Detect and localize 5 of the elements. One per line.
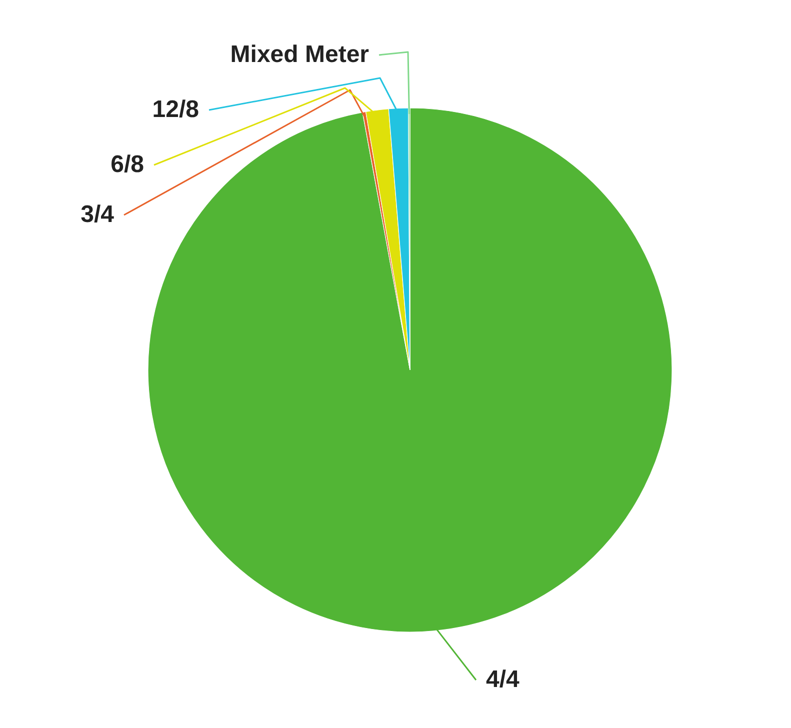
slice-label: Mixed Meter bbox=[230, 41, 369, 68]
slice-label: 4/4 bbox=[486, 666, 520, 693]
slice-label: 12/8 bbox=[152, 96, 199, 123]
slice-label: 3/4 bbox=[80, 201, 115, 228]
slice-label: 6/8 bbox=[110, 151, 144, 178]
